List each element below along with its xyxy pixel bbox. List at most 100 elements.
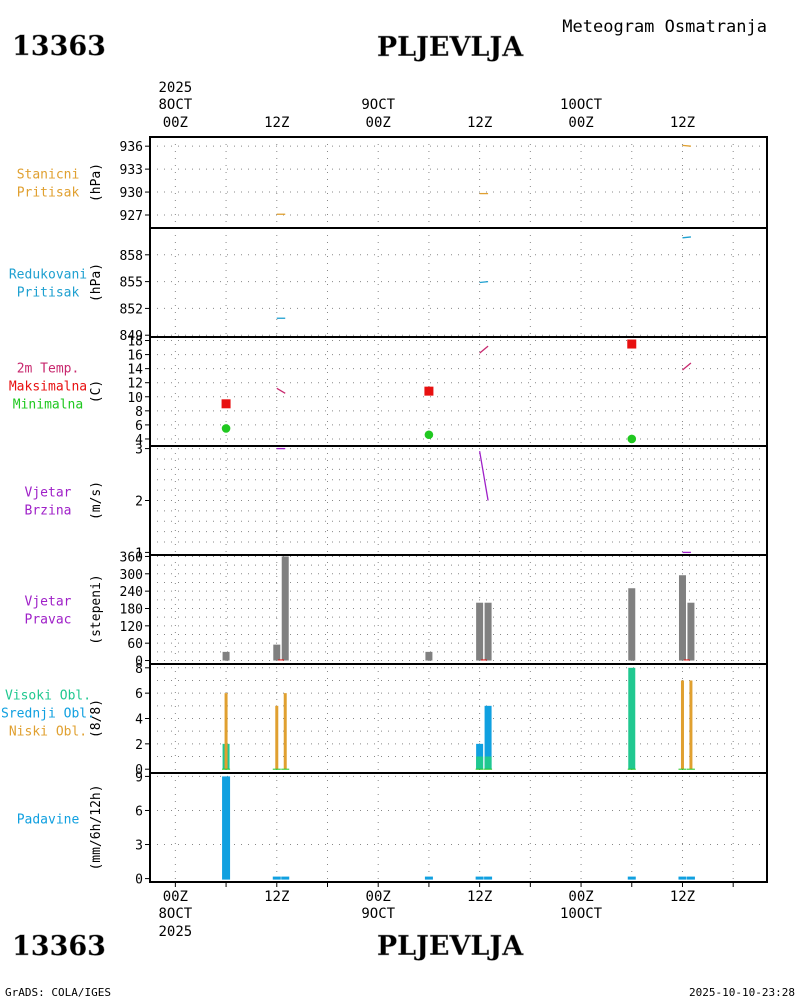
y-tick-label: 936 bbox=[120, 140, 143, 155]
panel-label: Brzina bbox=[25, 504, 72, 519]
y-tick-label: 120 bbox=[120, 620, 143, 635]
bottom-year-label: 2025 bbox=[158, 924, 192, 940]
precip-bar bbox=[475, 876, 484, 880]
station-id-bottom: 13363 bbox=[12, 931, 106, 962]
y-unit-label: (stepeni) bbox=[89, 574, 104, 644]
data-segment bbox=[478, 451, 489, 501]
panel-label: Pritisak bbox=[17, 286, 80, 301]
bottom-hour-label: 12Z bbox=[264, 889, 289, 905]
panel-label: Redukovani bbox=[9, 268, 87, 283]
generation-timestamp: 2025-10-10-23:28 bbox=[689, 986, 795, 999]
precip-bar bbox=[627, 876, 636, 880]
wind-direction-bar bbox=[425, 651, 433, 661]
top-date-label: 8OCT bbox=[158, 97, 192, 113]
y-tick-label: 9 bbox=[135, 770, 143, 785]
y-tick-label: 3 bbox=[135, 443, 143, 458]
precip-bar bbox=[222, 776, 231, 880]
y-tick-label: 6 bbox=[135, 687, 143, 702]
y-unit-label: (hPa) bbox=[89, 163, 104, 202]
y-tick-label: 0 bbox=[135, 763, 143, 778]
panel-label: 2m Temp. bbox=[17, 362, 80, 377]
precip-bar bbox=[678, 876, 687, 880]
station-id-top: 13363 bbox=[12, 31, 106, 62]
top-hour-label: 12Z bbox=[467, 115, 492, 131]
wind-direction-bar bbox=[476, 602, 484, 661]
panel-station_pressure: 927 930 933 936 (hPa) Stanicni Pritisak bbox=[17, 136, 768, 229]
top-date-label: 10OCT bbox=[560, 97, 603, 113]
y-tick-label: 8 bbox=[135, 662, 143, 677]
precip-bar bbox=[686, 876, 695, 880]
cloud-mid-bar bbox=[476, 743, 484, 770]
panel-label: Pritisak bbox=[17, 186, 80, 201]
y-tick-label: 60 bbox=[127, 637, 143, 652]
panels: 927930933936(hPa)StanicniPritisak8498528… bbox=[1, 136, 768, 888]
panel-frame bbox=[149, 554, 768, 665]
panel-cloud_cover: 0 2 4 6 8 (8/8)Visoki Obl. Srednji Obl. Niski O… bbox=[1, 662, 768, 778]
panel-frame bbox=[149, 336, 768, 447]
grads-credit: GrADS: COLA/IGES bbox=[5, 986, 111, 999]
top-date-label: 9OCT bbox=[361, 97, 395, 113]
y-unit-label: (mm/6h/12h) bbox=[89, 784, 104, 870]
wind-direction-bar bbox=[484, 602, 492, 661]
panel-wind_direction: 0 60 120 180 240 300 360 (stepeni) Vjetar Pravac bbox=[25, 550, 768, 670]
y-unit-label: (hPa) bbox=[89, 263, 104, 302]
top-hour-label: 00Z bbox=[568, 115, 593, 131]
panel-label: Padavine bbox=[17, 813, 80, 828]
max-temp-marker bbox=[627, 339, 637, 349]
data-segment bbox=[479, 280, 489, 284]
precip-bar bbox=[281, 876, 290, 880]
min-temp-marker bbox=[627, 434, 637, 444]
y-tick-label: 849 bbox=[120, 329, 143, 344]
bottom-date-label: 10OCT bbox=[560, 906, 603, 922]
y-tick-label: 858 bbox=[120, 249, 143, 264]
y-unit-label: (C) bbox=[89, 380, 104, 403]
y-tick-label: 240 bbox=[120, 585, 143, 600]
cloud-high-bar bbox=[628, 667, 636, 770]
cloud-mid-bar bbox=[484, 705, 492, 770]
cloud-low-bar bbox=[689, 680, 693, 770]
y-unit-label: (8/8) bbox=[89, 699, 104, 738]
y-tick-label: 2 bbox=[135, 738, 143, 753]
min-temp-marker bbox=[221, 424, 231, 433]
y-tick-label: 6 bbox=[135, 804, 143, 819]
bottom-hour-label: 12Z bbox=[467, 889, 492, 905]
y-tick-label: 927 bbox=[120, 209, 143, 224]
precip-bar bbox=[272, 876, 281, 880]
y-tick-label: 180 bbox=[120, 602, 143, 617]
panel-label: Visoki Obl. bbox=[5, 689, 91, 704]
panel-frame bbox=[149, 227, 768, 338]
top-hour-label: 00Z bbox=[366, 115, 391, 131]
wind-direction-bar bbox=[222, 651, 230, 661]
station-name-top: PLJEVLJA bbox=[377, 32, 524, 63]
bottom-hour-label: 12Z bbox=[670, 889, 695, 905]
panel-frame bbox=[149, 772, 768, 883]
cloud-low-bar bbox=[283, 693, 287, 770]
y-tick-label: 2 bbox=[135, 495, 143, 510]
y-tick-label: 0 bbox=[135, 873, 143, 888]
y-tick-label: 1 bbox=[135, 546, 143, 561]
y-tick-label: 10 bbox=[127, 391, 143, 406]
cloud-low-bar bbox=[224, 693, 228, 770]
y-tick-label: 852 bbox=[120, 302, 143, 317]
panel-label: Minimalna bbox=[13, 398, 83, 413]
panel-label: Vjetar bbox=[25, 595, 72, 610]
y-tick-label: 8 bbox=[135, 405, 143, 420]
panel-wind_speed: 1 2 3 (m/s) Vjetar Brzina bbox=[25, 443, 768, 561]
y-tick-label: 300 bbox=[120, 568, 143, 583]
top-hour-label: 12Z bbox=[264, 115, 289, 131]
y-tick-label: 16 bbox=[127, 349, 143, 364]
cloud-low-bar bbox=[275, 705, 279, 770]
top-year-label: 2025 bbox=[158, 80, 192, 96]
data-segment bbox=[276, 387, 286, 394]
bottom-hour-label: 00Z bbox=[163, 889, 188, 905]
wind-direction-bar bbox=[273, 644, 281, 661]
wind-direction-bar bbox=[281, 556, 289, 661]
y-tick-label: 3 bbox=[135, 839, 143, 854]
max-temp-marker bbox=[424, 386, 434, 396]
panel-reduced_pressure: 849 852 855 858 (hPa)Redukovani Pritisak bbox=[9, 227, 768, 344]
y-tick-label: 6 bbox=[135, 419, 143, 434]
